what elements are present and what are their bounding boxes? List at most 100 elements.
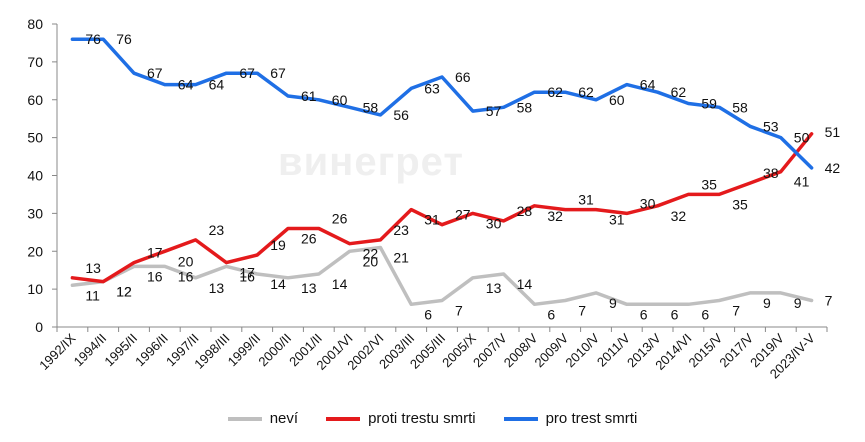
data-label: 64 (178, 77, 194, 93)
legend-label-pro: pro trest smrti (545, 410, 638, 427)
x-tick-label: 1998/III (191, 331, 232, 372)
data-label: 30 (640, 195, 656, 211)
data-label: 19 (270, 237, 286, 253)
legend-swatch-nevi (227, 416, 262, 421)
data-label: 27 (455, 207, 471, 223)
data-label: 28 (517, 203, 533, 219)
data-label: 17 (239, 265, 255, 281)
data-label: 76 (85, 31, 101, 47)
x-tick-label: 1999/II (225, 331, 264, 370)
x-tick-label: 2005/X (439, 330, 479, 370)
y-tick-label: 30 (27, 205, 43, 221)
data-label: 32 (671, 208, 687, 224)
y-tick-label: 0 (35, 319, 43, 335)
data-label: 26 (301, 231, 317, 247)
data-label: 32 (547, 208, 563, 224)
x-tick-label: 2017/V (716, 330, 756, 370)
data-label: 12 (116, 284, 132, 300)
data-label: 38 (763, 165, 779, 181)
data-label: 17 (147, 245, 163, 261)
x-tick-label: 2007/V (470, 330, 510, 370)
data-label: 7 (825, 292, 833, 308)
y-tick-label: 70 (27, 54, 43, 70)
data-label: 20 (178, 253, 194, 269)
data-label: 58 (732, 99, 748, 115)
data-label: 67 (239, 65, 255, 81)
data-label: 62 (547, 84, 563, 100)
legend-item-proti: proti trestu smrti (326, 410, 476, 427)
data-label: 59 (701, 96, 717, 112)
y-tick-label: 80 (27, 16, 43, 32)
legend-item-nevi: neví (227, 410, 298, 427)
data-label: 13 (85, 260, 101, 276)
x-tick-label: 2009/V (532, 330, 572, 370)
data-label: 61 (301, 88, 317, 104)
data-label: 7 (455, 302, 463, 318)
x-tick-label: 2015/V (686, 330, 726, 370)
y-tick-label: 10 (27, 281, 43, 297)
data-label: 76 (116, 31, 132, 47)
series-line-1 (70, 132, 814, 284)
data-label: 16 (178, 268, 194, 284)
legend-swatch-proti (326, 416, 361, 421)
data-label: 14 (270, 276, 286, 292)
data-label: 64 (209, 77, 225, 93)
data-label: 67 (147, 65, 163, 81)
data-label: 35 (732, 196, 748, 212)
data-label: 56 (393, 107, 409, 123)
data-label: 60 (332, 92, 348, 108)
data-label: 22 (363, 246, 379, 262)
x-tick-label: 1995/II (101, 331, 140, 370)
y-tick-label: 60 (27, 92, 43, 108)
data-label: 60 (609, 92, 625, 108)
y-tick-label: 50 (27, 130, 43, 146)
data-label: 14 (332, 276, 348, 292)
x-tick-label: 2010/V (562, 330, 602, 370)
legend-label-proti: proti trestu smrti (368, 410, 476, 427)
data-label: 9 (609, 295, 617, 311)
data-label: 35 (701, 176, 717, 192)
data-label: 63 (424, 80, 440, 96)
data-label: 9 (763, 295, 771, 311)
data-label: 16 (239, 268, 255, 284)
data-label: 12 (116, 284, 132, 300)
data-label: 6 (701, 306, 709, 322)
data-label: 67 (270, 65, 286, 81)
data-label: 20 (363, 253, 379, 269)
data-label: 64 (640, 77, 656, 93)
legend-item-pro: pro trest smrti (503, 410, 638, 427)
legend-swatch-pro (503, 416, 538, 421)
x-tick-label: 1996/II (132, 331, 171, 370)
data-label: 30 (486, 215, 502, 231)
y-tick-label: 40 (27, 168, 43, 184)
data-label: 13 (301, 280, 317, 296)
data-label: 31 (578, 192, 594, 208)
data-label: 6 (671, 306, 679, 322)
data-label: 23 (209, 222, 225, 238)
data-label: 62 (578, 84, 594, 100)
data-label: 31 (424, 212, 440, 228)
data-label: 9 (794, 295, 802, 311)
x-tick-label: 2005/III (407, 331, 448, 372)
chart-legend: neví proti trestu smrti pro trest smrti (0, 410, 865, 427)
data-label: 57 (486, 103, 502, 119)
data-label: 7 (732, 302, 740, 318)
x-tick-label: 2000/II (255, 331, 294, 370)
data-label: 13 (486, 280, 502, 296)
data-label: 31 (609, 212, 625, 228)
series-line-2 (70, 37, 814, 170)
data-label: 23 (393, 222, 409, 238)
data-label: 62 (671, 84, 687, 100)
x-tick-label: 1992/IX (36, 330, 79, 373)
data-label: 26 (332, 211, 348, 227)
data-label: 7 (578, 302, 586, 318)
x-tick-label: 2008/V (501, 330, 541, 370)
y-tick-label: 20 (27, 243, 43, 259)
data-label: 6 (547, 306, 555, 322)
data-label: 42 (825, 160, 841, 176)
data-label: 58 (363, 99, 379, 115)
data-label: 6 (640, 306, 648, 322)
data-label: 58 (517, 99, 533, 115)
data-label: 6 (424, 306, 432, 322)
data-label: 51 (825, 124, 841, 140)
